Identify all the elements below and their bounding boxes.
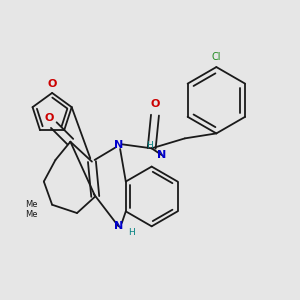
Text: O: O [44,113,53,124]
Text: H: H [147,141,153,150]
Text: O: O [47,79,57,89]
Text: H: H [128,228,135,237]
Text: N: N [114,221,123,231]
Text: N: N [157,150,166,160]
Text: Cl: Cl [212,52,221,62]
Text: N: N [114,140,123,150]
Text: O: O [150,99,160,109]
Text: Me: Me [25,200,37,209]
Text: Me: Me [25,210,37,219]
